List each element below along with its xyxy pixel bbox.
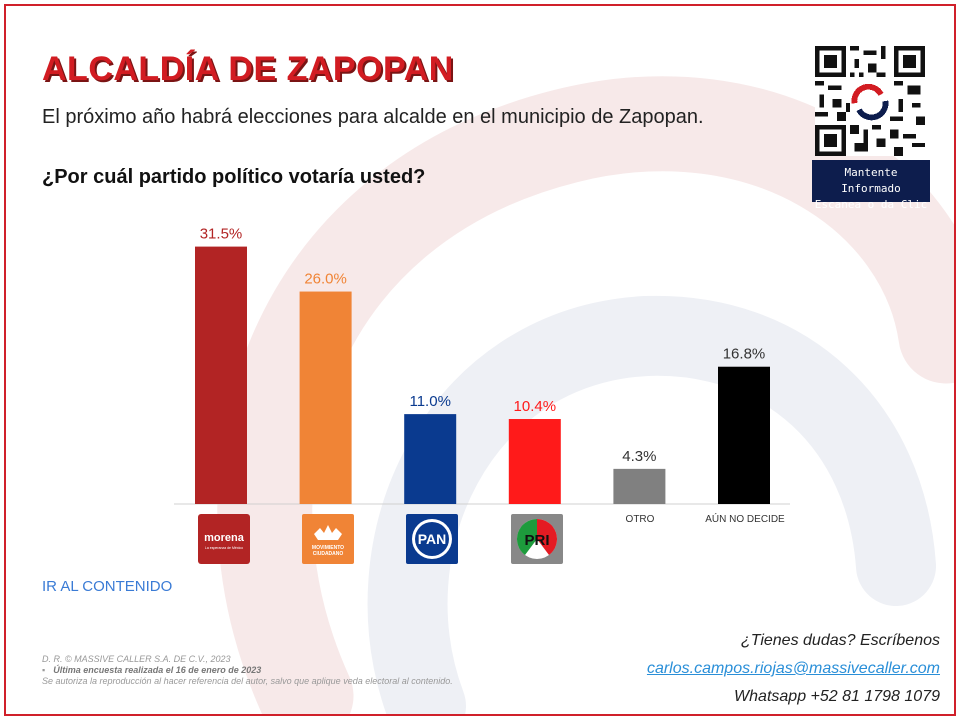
bar-5 [613, 468, 666, 504]
logo-movimiento-ciudadano: MOVIMIENTO CIUDADANO [302, 514, 354, 564]
logo-mc-line1: MOVIMIENTO [312, 545, 344, 551]
logo-mc-line2: CIUDADANO [313, 551, 344, 557]
contact-whatsapp: Whatsapp +52 81 1798 1079 [734, 688, 940, 705]
qr-caption[interactable]: Mantente Informado Escanea o da Clic [812, 160, 930, 211]
value-label-4: 10.4% [514, 398, 557, 415]
logo-morena-subtext: La esperanza de México [205, 546, 243, 550]
category-label-otro: OTRO [626, 514, 655, 525]
footer-survey-date: ▪ Última encuesta realizada el 16 de ener… [42, 665, 502, 676]
slide-frame: ALCALDÍA DE ZAPOPAN El próximo año habrá… [4, 4, 956, 716]
bar-3 [404, 414, 457, 504]
footer-legal: D. R. © MASSIVE CALLER S.A. DE C.V., 202… [42, 654, 502, 687]
contact-question: ¿Tienes dudas? Escríbenos [740, 632, 940, 649]
bar-6 [718, 366, 770, 504]
value-label-2: 26.0% [304, 271, 347, 288]
page-subtitle: El próximo año habrá elecciones para alc… [42, 106, 704, 128]
footer-bullet: ▪ [42, 665, 46, 675]
value-label-1: 31.5% [200, 226, 243, 243]
bar-4 [508, 419, 561, 504]
value-label-5: 4.3% [622, 448, 656, 465]
bar-chart: 31.5% 26.0% 11.0% 10.4% 4.3% 16.8% morena La … [174, 226, 790, 564]
survey-question: ¿Por cuál partido político votaría usted… [42, 166, 426, 188]
bar-1 [195, 246, 247, 504]
logo-pri: PRI [511, 514, 563, 564]
value-label-3: 11.0% [409, 393, 450, 410]
page-title: ALCALDÍA DE ZAPOPAN [42, 50, 454, 88]
footer-copyright: D. R. © MASSIVE CALLER S.A. DE C.V., 202… [42, 654, 231, 664]
go-to-content-link[interactable]: IR AL CONTENIDO [42, 578, 173, 595]
footer-disclaimer: Se autoriza la reproducción al hacer ref… [42, 676, 453, 686]
value-label-6: 16.8% [723, 346, 766, 363]
footer-survey-text: Última encuesta realizada el 16 de enero… [53, 665, 262, 675]
category-label-aun-no-decide: AÚN NO DECIDE [705, 512, 785, 525]
logo-morena: morena La esperanza de México [198, 514, 250, 564]
contact-email-link[interactable]: carlos.campos.riojas@massivecaller.com [646, 660, 940, 677]
logo-pan-text: PAN [418, 531, 447, 547]
qr-code[interactable] [814, 46, 926, 156]
qr-caption-line1: Mantente Informado [841, 166, 901, 195]
bar-2 [299, 291, 352, 504]
logo-pan: PAN [406, 514, 458, 564]
logo-morena-text: morena [204, 532, 245, 544]
qr-caption-line2: Escanea o da Clic [814, 198, 928, 211]
logo-pri-text: PRI [524, 532, 549, 549]
